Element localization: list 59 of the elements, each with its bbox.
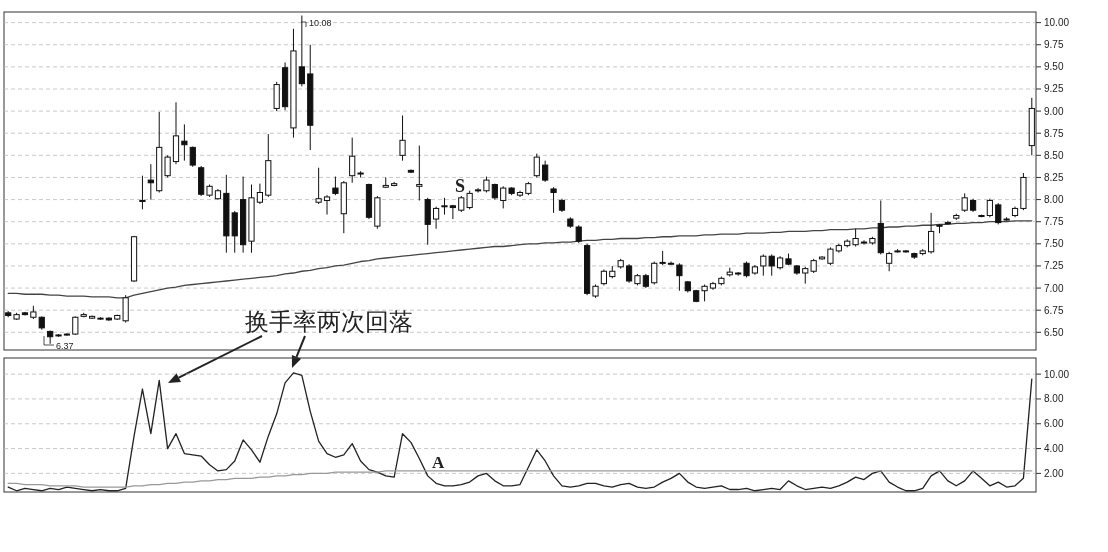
candlestick [651, 261, 658, 286]
y-tick-label: 7.50 [1044, 238, 1064, 250]
candlestick [928, 212, 935, 255]
candlestick [550, 186, 557, 214]
candlestick [433, 206, 440, 230]
candlestick [625, 263, 633, 284]
candlestick [273, 81, 280, 112]
candlestick [189, 145, 196, 168]
candlestick [449, 204, 456, 220]
y-tick-label: 9.75 [1044, 39, 1064, 51]
line-series [7, 372, 1033, 492]
candlestick [474, 187, 482, 193]
candlestick [315, 167, 322, 205]
candlestick [323, 194, 331, 216]
candlestick [860, 239, 868, 246]
y-tick-label: 9.50 [1044, 61, 1064, 73]
y-tick-label: 8.00 [1044, 393, 1064, 405]
candlestick [349, 137, 356, 184]
candlestick [147, 163, 154, 201]
candlestick [961, 192, 968, 213]
y-tick-label: 6.50 [1044, 326, 1064, 338]
candlestick [500, 185, 507, 209]
y-tick-label: 7.25 [1044, 260, 1064, 272]
y-tick-label: 9.25 [1044, 83, 1064, 95]
candlestick [886, 251, 893, 272]
y-tick-label: 4.00 [1044, 443, 1064, 455]
y-tick-label: 7.75 [1044, 216, 1064, 228]
candlestick [181, 123, 188, 162]
candlestick [995, 202, 1002, 225]
candlestick [416, 145, 423, 201]
y-tick-label: 8.50 [1044, 149, 1064, 161]
annotation: 6.37 [56, 341, 74, 351]
candlestick [72, 315, 79, 336]
candlestick [986, 198, 993, 218]
y-tick-label: 8.75 [1044, 127, 1064, 139]
y-tick-label: 7.00 [1044, 282, 1064, 294]
annotation: A [432, 453, 445, 472]
candlestick [298, 15, 305, 87]
candlestick [676, 262, 683, 292]
candlestick [399, 115, 406, 162]
y-tick-label: 10.00 [1044, 17, 1070, 29]
y-tick-label: 10.00 [1044, 368, 1070, 380]
y-tick-label: 6.00 [1044, 418, 1064, 430]
candlestick [542, 160, 549, 183]
y-tick-label: 8.00 [1044, 194, 1064, 206]
y-tick-label: 6.75 [1044, 304, 1064, 316]
annotation: 换手率两次回落 [245, 309, 413, 335]
annotation: S [455, 176, 466, 196]
annotation: 10.08 [309, 18, 332, 28]
candlestick [332, 176, 339, 196]
y-tick-label: 9.00 [1044, 105, 1064, 117]
candlestick [533, 153, 540, 178]
y-tick-label: 2.00 [1044, 467, 1064, 479]
candlestick [256, 183, 263, 205]
line-series [7, 220, 1033, 299]
candlestick [139, 175, 146, 210]
y-tick-label: 8.25 [1044, 171, 1064, 183]
line-series [7, 470, 1033, 488]
candlestick [164, 154, 171, 178]
